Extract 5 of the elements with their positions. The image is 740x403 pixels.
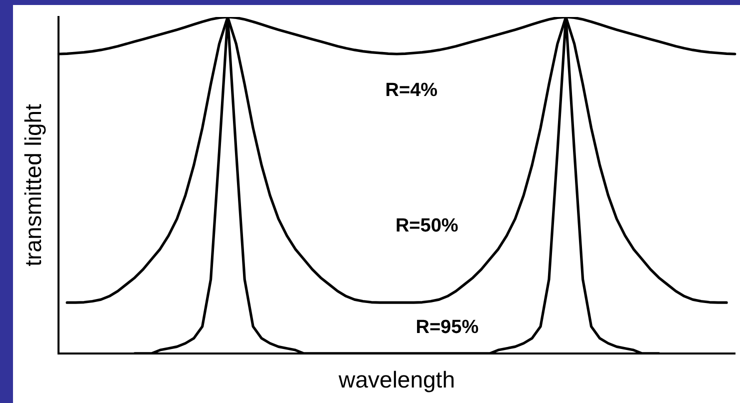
series-label: R=4%	[385, 80, 438, 102]
text: R=50%	[395, 215, 458, 236]
x-axis-title: wavelength	[338, 366, 455, 393]
y-axis-title: transmitted light	[20, 103, 46, 266]
series-label: R=95%	[416, 317, 479, 338]
